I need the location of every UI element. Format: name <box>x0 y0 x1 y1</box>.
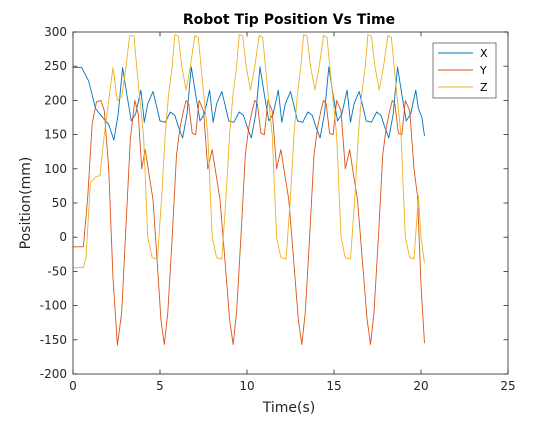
legend-label: Y <box>479 64 487 77</box>
x-tick-label: 15 <box>326 379 341 393</box>
x-tick-label: 10 <box>239 379 254 393</box>
y-tick-label: 250 <box>44 59 67 73</box>
series-line-z <box>72 34 425 269</box>
x-axis-label: Time(s) <box>262 400 315 416</box>
y-tick-label: -100 <box>40 299 67 313</box>
y-tick-label: 100 <box>44 162 67 176</box>
y-tick-label: -50 <box>47 264 67 278</box>
y-tick-label: 0 <box>59 230 67 244</box>
y-tick-label: 50 <box>52 196 67 210</box>
series-line-y <box>73 99 425 346</box>
x-tick-label: 20 <box>413 379 428 393</box>
series-line-x <box>73 66 425 141</box>
y-axis-label: Position(mm) <box>18 157 34 250</box>
x-tick-label: 5 <box>156 379 164 393</box>
chart-title: Robot Tip Position Vs Time <box>183 12 395 28</box>
y-tick-label: 200 <box>44 93 67 107</box>
ticks-layer: 0 5 10 15 20 25 -200 -150 -100 -50 0 50 100 150 200 250… <box>40 25 516 393</box>
legend: XYZ <box>432 42 497 99</box>
y-tick-label: -150 <box>40 333 67 347</box>
x-tick-label: 25 <box>500 379 515 393</box>
legend-label: X <box>480 47 488 60</box>
y-tick-label: 150 <box>44 128 67 142</box>
x-tick-label: 0 <box>69 379 77 393</box>
y-tick-label: -200 <box>40 367 67 381</box>
series-layer <box>72 34 425 346</box>
y-tick-label: 300 <box>44 25 67 39</box>
legend-label: Z <box>480 81 488 94</box>
